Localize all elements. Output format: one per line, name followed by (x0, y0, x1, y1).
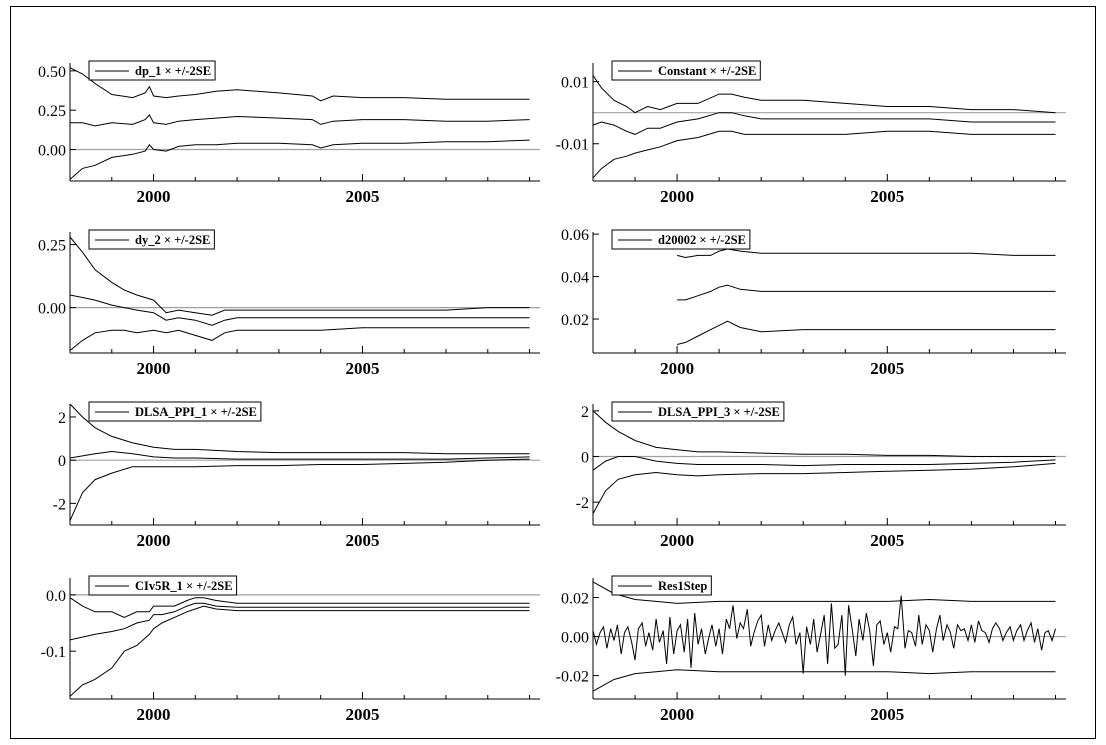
legend-box (611, 575, 712, 596)
y-tick-label: 0.00 (38, 143, 66, 160)
legend-box (611, 401, 785, 422)
series-line-2 (69, 294, 530, 326)
x-tick-label: 2005 (870, 705, 904, 724)
series-line-1 (69, 403, 530, 455)
x-tick-label: 2000 (137, 359, 171, 378)
series-line-2 (69, 450, 530, 460)
legend: Res1Step (611, 575, 712, 596)
y-tick-label: 0 (581, 450, 589, 467)
x-tick-label: 2005 (345, 359, 379, 378)
series-line-3 (676, 320, 1056, 345)
y-tick-label: 0.02 (561, 312, 589, 329)
y-tick-label: 0.25 (38, 103, 66, 120)
series-line-3 (592, 462, 1056, 514)
series-line-3 (592, 130, 1056, 179)
panel-8: 0.02 0.00 -0.02 2000 2005 Res1Step (556, 575, 1066, 724)
series-line-3 (69, 327, 530, 351)
legend-label: CIv5R_1 × +/-2SE (135, 579, 233, 593)
series-line-2 (592, 595, 1056, 676)
legend-label: DLSA_PPI_1 × +/-2SE (135, 405, 257, 419)
x-tick-label: 2005 (345, 705, 379, 724)
series-line-1 (69, 597, 530, 618)
y-tick-label: 0 (58, 453, 66, 470)
y-tick-label: 0.50 (38, 64, 66, 81)
legend: dy_2 × +/-2SE (88, 229, 215, 250)
x-tick-label: 2000 (137, 531, 171, 550)
legend-label: Constant × +/-2SE (658, 64, 756, 78)
series-line-1 (676, 248, 1056, 259)
y-tick-label: 2 (58, 410, 66, 427)
x-tick-label: 2000 (137, 705, 171, 724)
legend-label: dp_1 × +/-2SE (135, 64, 211, 78)
panel-6: 2 0 -2 2000 2005 DLSA_PPI_3 × +/-2SE (576, 401, 1066, 550)
x-tick-label: 2000 (660, 187, 694, 206)
legend-box (88, 60, 216, 81)
series-line-2 (592, 456, 1056, 471)
series-line-3 (69, 458, 530, 521)
legend-box (611, 60, 761, 81)
legend-box (88, 401, 262, 422)
y-tick-label: 0.00 (561, 630, 589, 647)
x-tick-label: 2005 (870, 531, 904, 550)
y-tick-label: -2 (53, 496, 66, 513)
series-line-2 (70, 114, 530, 127)
legend: DLSA_PPI_1 × +/-2SE (88, 401, 262, 422)
x-tick-label: 2000 (660, 359, 694, 378)
legend: Constant × +/-2SE (611, 60, 761, 81)
panel-4: 0.06 0.04 0.02 2000 2005 d20002 × +/-2SE (561, 227, 1066, 378)
y-tick-label: 0.06 (561, 227, 589, 244)
legend-box (611, 229, 751, 250)
series-line-1 (592, 75, 1056, 114)
x-tick-label: 2005 (345, 531, 379, 550)
series-line-3 (69, 605, 530, 697)
series-line-1 (592, 410, 1056, 457)
legend-label: Res1Step (658, 579, 707, 593)
y-tick-label: 2 (581, 404, 589, 421)
y-tick-label: -0.01 (556, 137, 589, 154)
y-tick-label: 0.02 (561, 591, 589, 608)
legend: d20002 × +/-2SE (611, 229, 751, 250)
x-tick-label: 2005 (870, 187, 904, 206)
legend-label: d20002 × +/-2SE (658, 233, 746, 247)
series-line-2 (69, 602, 530, 641)
y-tick-label: -0.1 (41, 644, 66, 661)
legend-label: DLSA_PPI_3 × +/-2SE (658, 405, 780, 419)
y-tick-label: -2 (576, 495, 589, 512)
series-line-3 (592, 669, 1056, 692)
y-tick-label: -0.02 (556, 669, 589, 686)
x-tick-label: 2000 (660, 705, 694, 724)
legend-label: dy_2 × +/-2SE (135, 233, 210, 247)
panel-3: 0.25 0.00 2000 2005 dy_2 × +/-2SE (38, 229, 540, 378)
y-tick-label: 0.04 (561, 270, 589, 287)
panel-5: 2 0 -2 2000 2005 DLSA_PPI_1 × +/-2SE (53, 401, 540, 550)
x-tick-label: 2000 (137, 187, 171, 206)
panel-1: 0.50 0.25 0.00 2000 2005 dp_1 × +/-2SE (38, 60, 540, 206)
y-tick-label: 0.0 (46, 588, 66, 605)
legend: CIv5R_1 × +/-2SE (88, 575, 238, 596)
panel-7: 0.0 -0.1 2000 2005 CIv5R_1 × +/-2SE (41, 575, 540, 724)
series-line-2 (677, 284, 1056, 301)
series-line-1 (592, 581, 1056, 604)
x-tick-label: 2005 (870, 359, 904, 378)
legend-box (88, 229, 215, 250)
panel-2: 0.01 -0.01 2000 2005 Constant × +/-2SE (556, 60, 1066, 206)
legend: dp_1 × +/-2SE (88, 60, 216, 81)
legend: DLSA_PPI_3 × +/-2SE (611, 401, 785, 422)
y-tick-label: 0.25 (38, 238, 66, 255)
series-line-3 (69, 139, 530, 180)
legend-box (88, 575, 238, 596)
y-tick-label: 0.01 (561, 75, 589, 92)
figure-frame (10, 6, 1096, 739)
series-line-1 (69, 67, 530, 102)
x-tick-label: 2005 (345, 187, 379, 206)
series-line-1 (69, 236, 530, 316)
x-tick-label: 2000 (660, 531, 694, 550)
series-line-2 (592, 112, 1056, 135)
y-tick-label: 0.00 (38, 301, 66, 318)
